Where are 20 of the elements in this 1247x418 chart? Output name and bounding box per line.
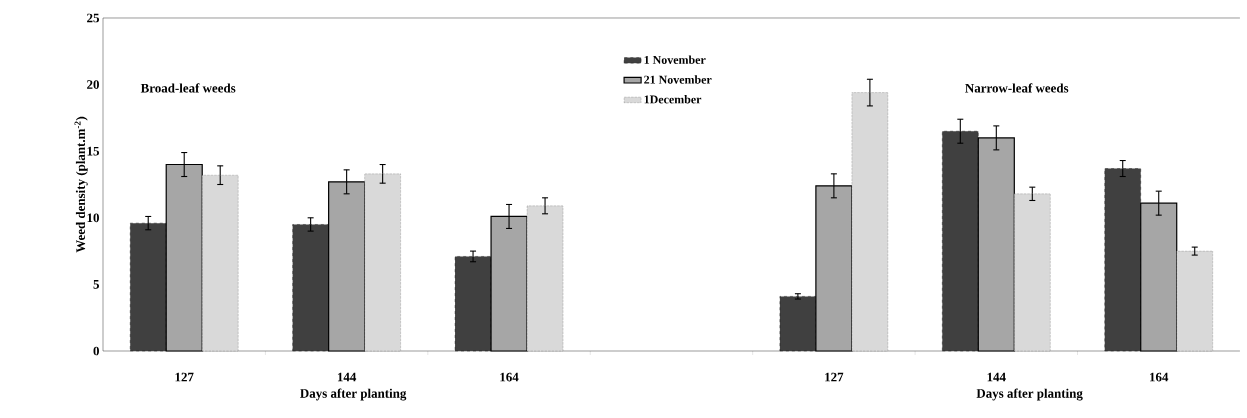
y-axis-title: Weed density (plant.m$^{-2}$)	[74, 116, 88, 253]
x-tick-label: 164	[1150, 372, 1169, 382]
y-tick-label: 25	[87, 13, 100, 23]
x-tick-label: 164	[500, 372, 519, 382]
x-tick-label: 127	[825, 372, 844, 382]
text: Days after planting	[976, 388, 1083, 401]
x-tick-label: 127	[175, 372, 194, 382]
y-tick-label: 10	[87, 213, 99, 223]
annotation: Broad-leaf weeds	[140, 83, 236, 93]
x-axis-title: Days after planting	[300, 388, 407, 401]
x-tick-label: 144	[337, 372, 357, 382]
legend-label: 1 November	[644, 55, 706, 64]
y-tick-label: 0	[93, 346, 99, 356]
legend-label: 1December	[644, 95, 702, 104]
y-tick-label: 5	[93, 280, 100, 289]
y-tick-label: 15	[87, 146, 100, 156]
y-tick-label: 20	[87, 80, 99, 89]
legend-label: 21 November	[644, 75, 712, 84]
annotation: Narrow-leaf weeds	[965, 83, 1069, 93]
x-tick-label: 144	[987, 372, 1006, 382]
